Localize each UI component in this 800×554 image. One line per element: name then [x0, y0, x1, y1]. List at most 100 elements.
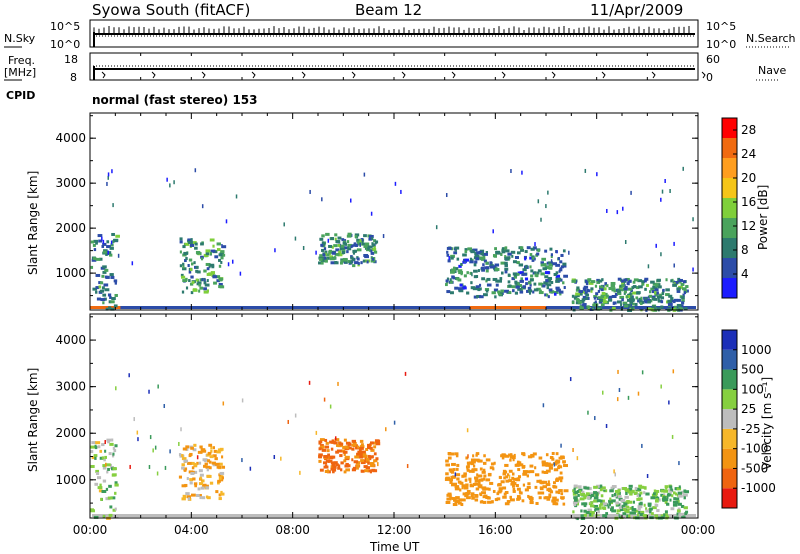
power-echo [513, 275, 518, 279]
power-echo [599, 306, 603, 310]
power-echo [545, 293, 549, 297]
velocity-echo [207, 459, 211, 463]
velocity-echo [108, 513, 113, 517]
power-echo [179, 240, 183, 244]
velocity-echo [202, 483, 207, 487]
power-echo [103, 283, 109, 287]
velocity-echo [205, 465, 210, 469]
power-echo [325, 232, 330, 236]
power-echo [95, 290, 98, 294]
power-sparse-echo [655, 243, 657, 248]
velocity-echo [373, 441, 376, 445]
velocity-echo [90, 464, 95, 468]
power-echo [216, 279, 221, 283]
power-echo [548, 266, 553, 270]
power-echo [496, 251, 501, 255]
velocity-echo [445, 472, 449, 476]
power-echo [657, 299, 663, 303]
velocity-echo [375, 457, 379, 461]
power-echo [325, 253, 330, 257]
power-echo [675, 307, 678, 311]
power-echo [504, 263, 508, 267]
power-echo [90, 240, 95, 244]
velocity-colorbar-segment [722, 409, 737, 429]
power-echo [541, 257, 547, 261]
power-echo [536, 287, 541, 291]
power-echo [367, 247, 370, 251]
power-echo [560, 265, 564, 269]
velocity-echo [324, 445, 330, 449]
velocity-echo [198, 482, 204, 486]
power-echo [506, 256, 511, 260]
velocity-sparse-echo [308, 380, 311, 385]
velocity-echo [185, 445, 190, 449]
power-sparse-echo [547, 190, 549, 195]
velocity-echo [603, 488, 606, 492]
power-echo [474, 254, 480, 258]
power-echo [547, 276, 553, 280]
power-echo [370, 251, 375, 255]
velocity-sparse-echo [627, 395, 630, 400]
velocity-echo [201, 449, 207, 453]
velocity-echo [561, 496, 564, 500]
velocity-echo [542, 485, 548, 489]
power-echo [473, 295, 478, 299]
power-echo [654, 291, 657, 295]
velocity-echo [588, 494, 593, 498]
power-echo [624, 285, 628, 289]
velocity-echo [206, 468, 209, 472]
power-echo [629, 303, 633, 307]
power-echo [511, 277, 516, 281]
power-echo [104, 288, 110, 292]
velocity-echo [462, 474, 467, 478]
velocity-echo [446, 497, 452, 501]
power-echo [192, 288, 198, 292]
power-echo [201, 278, 204, 282]
power-echo [203, 253, 209, 257]
power-echo [530, 274, 534, 278]
power-echo [657, 297, 660, 301]
power-echo [575, 292, 580, 296]
velocity-panel-bg [90, 314, 698, 518]
power-echo [665, 288, 670, 292]
velocity-echo [468, 477, 472, 481]
velocity-echo [477, 484, 483, 488]
power-echo [100, 298, 106, 302]
power-echo [656, 283, 659, 287]
power-echo [473, 275, 477, 279]
velocity-echo [217, 481, 220, 485]
power-sparse-echo [584, 168, 587, 173]
velocity-ytick-label: 4000 [55, 333, 86, 347]
velocity-echo [675, 500, 679, 504]
velocity-echo [580, 492, 585, 496]
velocity-echo [620, 499, 626, 503]
velocity-echo [677, 494, 683, 498]
power-echo [486, 283, 492, 287]
velocity-echo [339, 442, 344, 446]
velocity-echo [354, 455, 360, 459]
velocity-echo [496, 497, 501, 501]
velocity-sparse-echo [660, 384, 662, 389]
velocity-echo [361, 469, 365, 473]
power-echo [477, 269, 480, 273]
velocity-echo [470, 492, 475, 496]
velocity-sparse-echo [672, 369, 675, 374]
velocity-echo [605, 512, 609, 516]
velocity-echo [509, 455, 513, 459]
velocity-echo [585, 511, 590, 515]
power-echo [559, 292, 562, 296]
velocity-echo [448, 494, 452, 498]
velocity-echo [216, 450, 221, 454]
power-echo [216, 242, 221, 246]
velocity-echo [632, 508, 637, 512]
power-echo [529, 278, 534, 282]
nave-tick-low: 0 [706, 71, 713, 84]
velocity-echo [555, 477, 561, 481]
velocity-echo [107, 440, 110, 444]
power-echo [621, 284, 625, 288]
velocity-echo [507, 500, 510, 504]
power-echo [354, 234, 358, 238]
power-echo [323, 247, 327, 251]
power-echo [592, 303, 596, 307]
power-echo [575, 288, 581, 292]
